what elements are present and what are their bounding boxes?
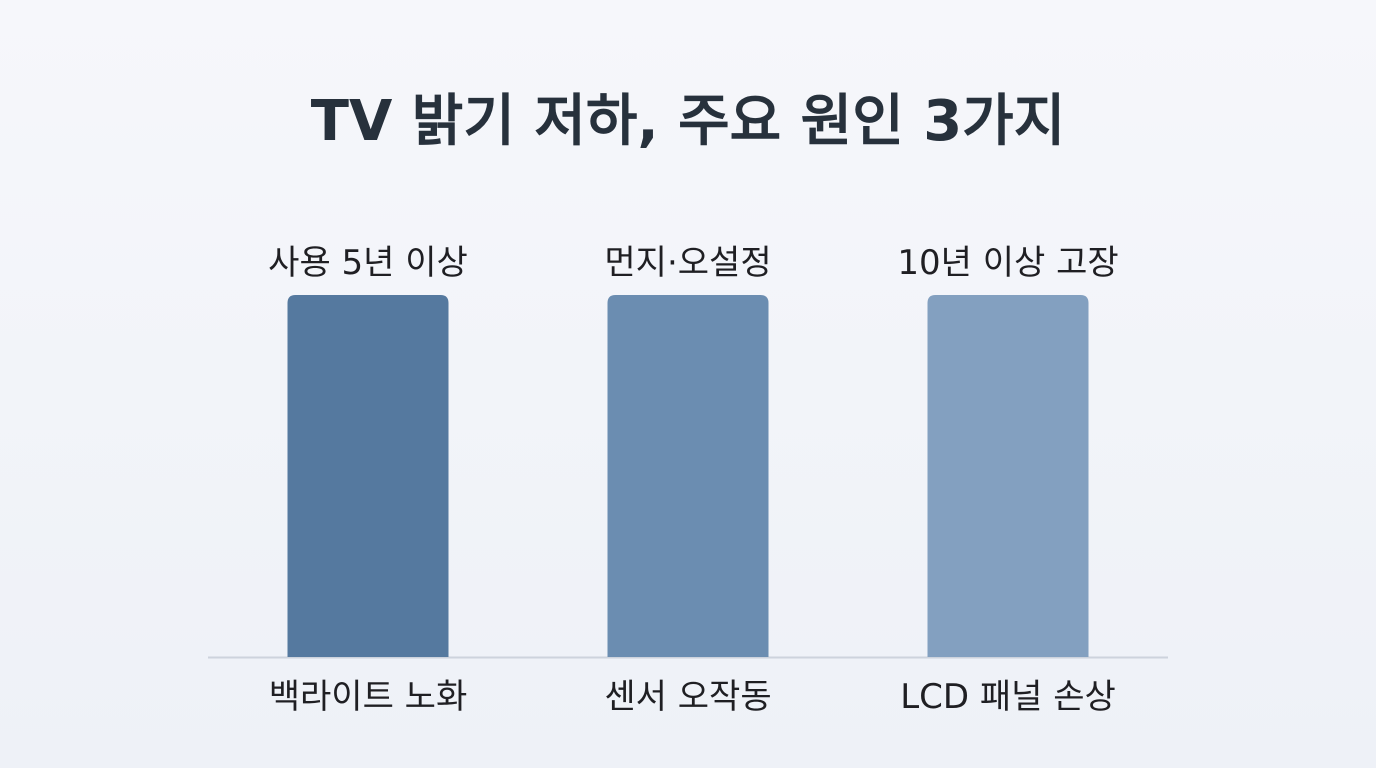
bar-3 — [927, 295, 1089, 657]
category-label-3: LCD 패널 손상 — [900, 677, 1116, 717]
bar-top-label-1: 사용 5년 이상 — [268, 243, 468, 283]
category-label-1: 백라이트 노화 — [269, 677, 468, 717]
category-label-2: 센서 오작동 — [604, 677, 771, 717]
chart-title: TV 밝기 저하, 주요 원인 3가지 — [310, 89, 1066, 154]
bar-2 — [607, 295, 769, 657]
bar-1 — [287, 295, 449, 657]
bar-top-label-3: 10년 이상 고장 — [897, 243, 1118, 283]
bar-top-label-2: 먼지·오설정 — [604, 243, 771, 283]
